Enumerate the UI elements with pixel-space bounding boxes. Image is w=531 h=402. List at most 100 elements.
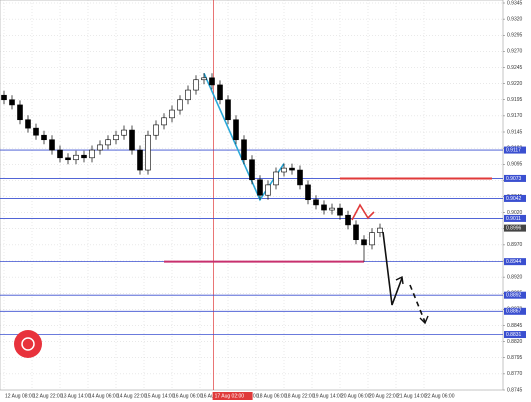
y-tick-label: 0.9245: [507, 65, 523, 71]
candle-body: [257, 179, 263, 196]
y-tick-label: 0.8970: [507, 242, 523, 248]
candle-body: [377, 227, 383, 233]
level-label-box: [504, 194, 526, 202]
candle-body: [265, 184, 271, 196]
x-tick-label: 14 Aug 06:00: [89, 393, 119, 399]
candle-body: [281, 167, 287, 173]
candle-body: [97, 144, 103, 151]
candle-body: [153, 124, 159, 136]
y-tick-label: 0.9320: [507, 16, 523, 22]
level-label-box: [504, 307, 526, 315]
logo: InstaForex: [11, 330, 57, 369]
y-tick-label: 0.9295: [507, 33, 523, 39]
candle-body: [33, 127, 39, 136]
candle-body: [169, 109, 175, 119]
candle-body: [25, 119, 31, 129]
candle-body: [321, 204, 327, 211]
y-tick-label: 0.8795: [507, 355, 523, 361]
candle-body: [185, 89, 191, 101]
x-tick-label: 20 Aug 22:00: [369, 393, 399, 399]
candle-body: [201, 77, 207, 81]
candle-body: [145, 134, 151, 171]
level-label: 0.8867: [506, 309, 522, 315]
candle-body: [57, 149, 63, 159]
dashed-arrow: [409, 284, 426, 323]
candle-body: [161, 117, 167, 126]
logo-icon-inner: [21, 337, 35, 351]
logo-icon: [14, 330, 42, 358]
arrow-head: [419, 315, 429, 325]
candle-body: [217, 84, 223, 101]
candle-body: [329, 207, 335, 211]
candle-body: [193, 79, 199, 91]
level-label-box: [504, 258, 526, 266]
candle-body: [305, 184, 311, 201]
red-arrow: [351, 203, 375, 221]
candle-body: [297, 169, 303, 186]
candle-body: [337, 207, 343, 216]
y-tick-label: 0.8745: [507, 387, 523, 393]
x-tick-label: 18 Aug 22:00: [285, 393, 315, 399]
y-tick-label: 0.9020: [507, 210, 523, 216]
candle-body: [1, 94, 7, 101]
y-tick-label: 0.9345: [507, 0, 523, 6]
candle-body: [313, 199, 319, 206]
black-arrow: [382, 231, 403, 306]
y-tick-label: 0.8820: [507, 339, 523, 345]
candle-body: [289, 167, 295, 171]
x-tick-label: 15 Aug 14:00: [145, 393, 175, 399]
candle-body: [241, 139, 247, 161]
y-tick-label: 0.9145: [507, 129, 523, 135]
y-tick-label: 0.8770: [507, 371, 523, 377]
level-label: 0.9042: [506, 196, 522, 202]
candle-body: [41, 134, 47, 141]
logo-text: InstaForex: [11, 359, 57, 369]
x-tick-label: 19 Aug 14:00: [313, 393, 343, 399]
level-label: 0.9011: [506, 216, 521, 222]
level-label-box: [504, 214, 526, 222]
x-tick-label: 12 Aug 08:00: [5, 393, 35, 399]
candle-body: [17, 104, 23, 121]
level-label-box: [504, 174, 526, 182]
y-tick-label: 0.9270: [507, 49, 523, 55]
candle-body: [121, 129, 127, 136]
candle-body: [81, 154, 87, 159]
level-label: 0.9073: [506, 176, 522, 182]
y-tick-label: 0.9195: [507, 97, 523, 103]
arrow-head: [395, 275, 404, 285]
level-label: 0.8831: [506, 332, 522, 338]
candle-body: [137, 149, 143, 171]
level-label-box: [504, 146, 526, 154]
candle-body: [209, 77, 215, 86]
candle-body: [89, 149, 95, 159]
level-label: 0.8892: [506, 293, 522, 299]
candle-body: [129, 129, 135, 151]
x-tick-label: 20 Aug 06:00: [341, 393, 371, 399]
level-label: 0.9117: [506, 147, 521, 153]
level-label: 0.8944: [506, 259, 522, 265]
x-tick-label: 12 Aug 22:00: [33, 393, 63, 399]
x-tick-label: 18 Aug 06:00: [257, 393, 287, 399]
current-price-box: [504, 224, 526, 232]
arrows: [351, 203, 429, 325]
candle-body: [369, 232, 375, 246]
y-tick-label: 0.8845: [507, 323, 523, 329]
x-tick-label: 13 Aug 14:00: [61, 393, 91, 399]
candle-body: [273, 171, 279, 186]
x-tick-label: 16 Aug 06:00: [173, 393, 203, 399]
candle-body: [73, 154, 79, 161]
x-tick-label: 22 Aug 06:00: [425, 393, 455, 399]
plot-area: [0, 0, 504, 391]
y-tick-label: 0.9095: [507, 162, 523, 168]
time-marker-box: [212, 392, 253, 400]
candle-body: [49, 139, 55, 151]
candle-body: [249, 159, 255, 181]
x-tick-label: 14 Aug 22:00: [117, 393, 147, 399]
candle-body: [345, 214, 351, 226]
candle-body: [65, 157, 71, 161]
candle-body: [177, 99, 183, 111]
level-label-box: [504, 331, 526, 339]
candle-body: [9, 99, 15, 106]
current-price-label: 0.8996: [506, 225, 522, 231]
